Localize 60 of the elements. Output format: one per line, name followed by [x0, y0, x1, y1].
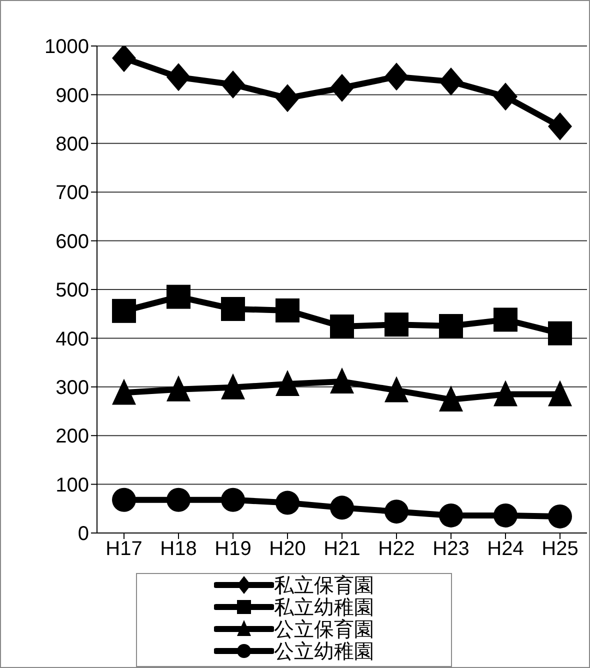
point	[548, 380, 572, 406]
y-tick-label: 400	[56, 328, 89, 350]
legend-label: 公立幼稚園	[274, 639, 374, 663]
legend-label: 公立保育園	[274, 617, 374, 641]
point	[221, 70, 245, 98]
y-tick-label: 900	[56, 84, 89, 107]
point	[384, 62, 408, 91]
point	[548, 321, 572, 346]
x-tick-label: H19	[214, 538, 252, 560]
y-tick-label: 1000	[44, 36, 89, 58]
point	[221, 373, 245, 400]
point	[276, 84, 300, 112]
point	[330, 314, 354, 339]
point	[330, 368, 354, 394]
x-tick-label: H20	[269, 538, 306, 560]
point	[112, 298, 136, 323]
point	[330, 496, 354, 520]
legend-label: 私立幼稚園	[274, 595, 374, 619]
point	[112, 378, 136, 405]
point	[221, 488, 245, 512]
x-tick-label: H25	[542, 538, 578, 560]
point	[276, 298, 300, 322]
point	[494, 308, 518, 332]
point	[548, 504, 572, 528]
point	[439, 68, 463, 96]
point	[439, 386, 463, 412]
x-tick-label: H24	[487, 538, 524, 560]
legend-label: 私立保育園	[274, 573, 374, 597]
point	[494, 380, 518, 406]
point	[439, 503, 463, 528]
point	[384, 376, 408, 402]
x-tick-label: H22	[378, 538, 415, 560]
y-tick-label: 700	[56, 182, 89, 204]
point	[276, 370, 300, 396]
y-tick-label: 100	[56, 474, 89, 496]
point	[384, 500, 408, 524]
x-tick-label: H21	[324, 538, 360, 560]
y-tick-label: 800	[56, 134, 89, 156]
point	[494, 82, 518, 111]
point	[112, 46, 136, 72]
x-tick-label: H17	[106, 538, 142, 560]
point	[276, 490, 300, 515]
point	[221, 296, 245, 321]
point	[330, 74, 354, 102]
y-tick-label: 200	[56, 426, 89, 448]
point	[112, 488, 136, 512]
x-tick-label: H23	[432, 538, 470, 560]
point	[494, 503, 518, 528]
point	[548, 112, 572, 140]
point	[384, 312, 408, 337]
y-tick-label: 0	[78, 523, 89, 546]
point	[166, 284, 190, 309]
point	[166, 488, 190, 512]
point	[439, 314, 463, 338]
point	[166, 375, 190, 402]
y-tick-label: 600	[56, 230, 89, 253]
x-tick-label: H18	[160, 538, 197, 560]
y-tick-label: 500	[56, 280, 89, 302]
point	[166, 63, 190, 92]
y-tick-label: 300	[56, 377, 89, 399]
